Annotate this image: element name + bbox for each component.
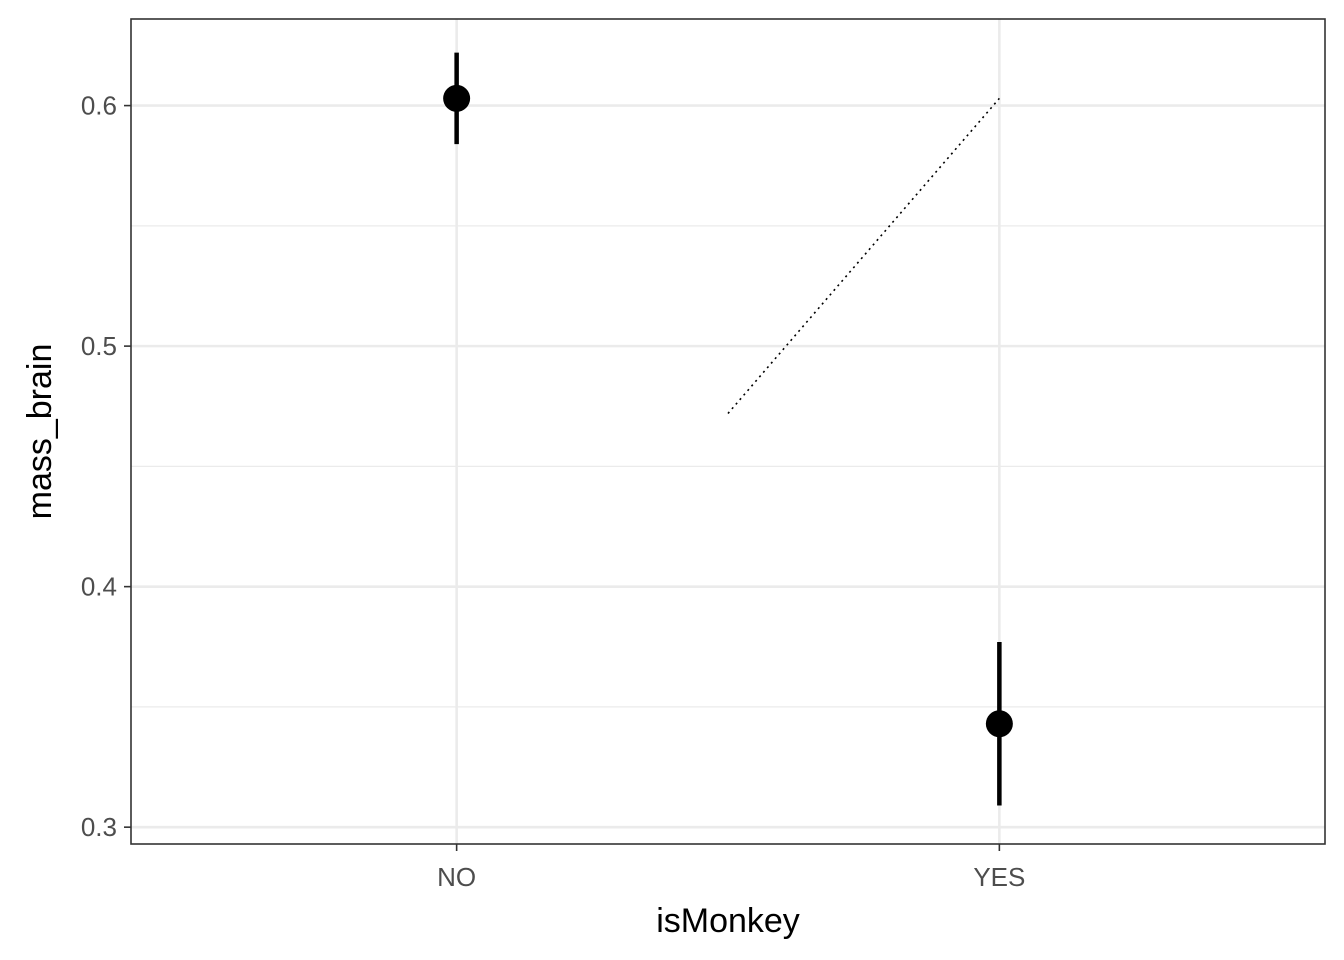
data-marks bbox=[443, 52, 1013, 806]
major-gridlines bbox=[131, 19, 1325, 844]
y-tick-label: 0.4 bbox=[81, 572, 117, 602]
panel-border bbox=[130, 18, 1326, 845]
data-point bbox=[443, 84, 471, 112]
x-tick-label: YES bbox=[973, 862, 1025, 892]
y-tick-label: 0.5 bbox=[81, 331, 117, 361]
data-point bbox=[985, 710, 1013, 738]
minor-gridlines bbox=[131, 225, 1325, 708]
axes: 0.3 0.4 0.5 0.6 NO YES bbox=[81, 91, 1026, 892]
y-tick-label: 0.3 bbox=[81, 812, 117, 842]
x-tick-label: NO bbox=[437, 862, 476, 892]
y-tick-label: 0.6 bbox=[81, 91, 117, 121]
y-axis-title: mass_brain bbox=[21, 344, 59, 520]
dotted-line bbox=[727, 97, 1000, 414]
x-axis-title: isMonkey bbox=[656, 902, 800, 940]
